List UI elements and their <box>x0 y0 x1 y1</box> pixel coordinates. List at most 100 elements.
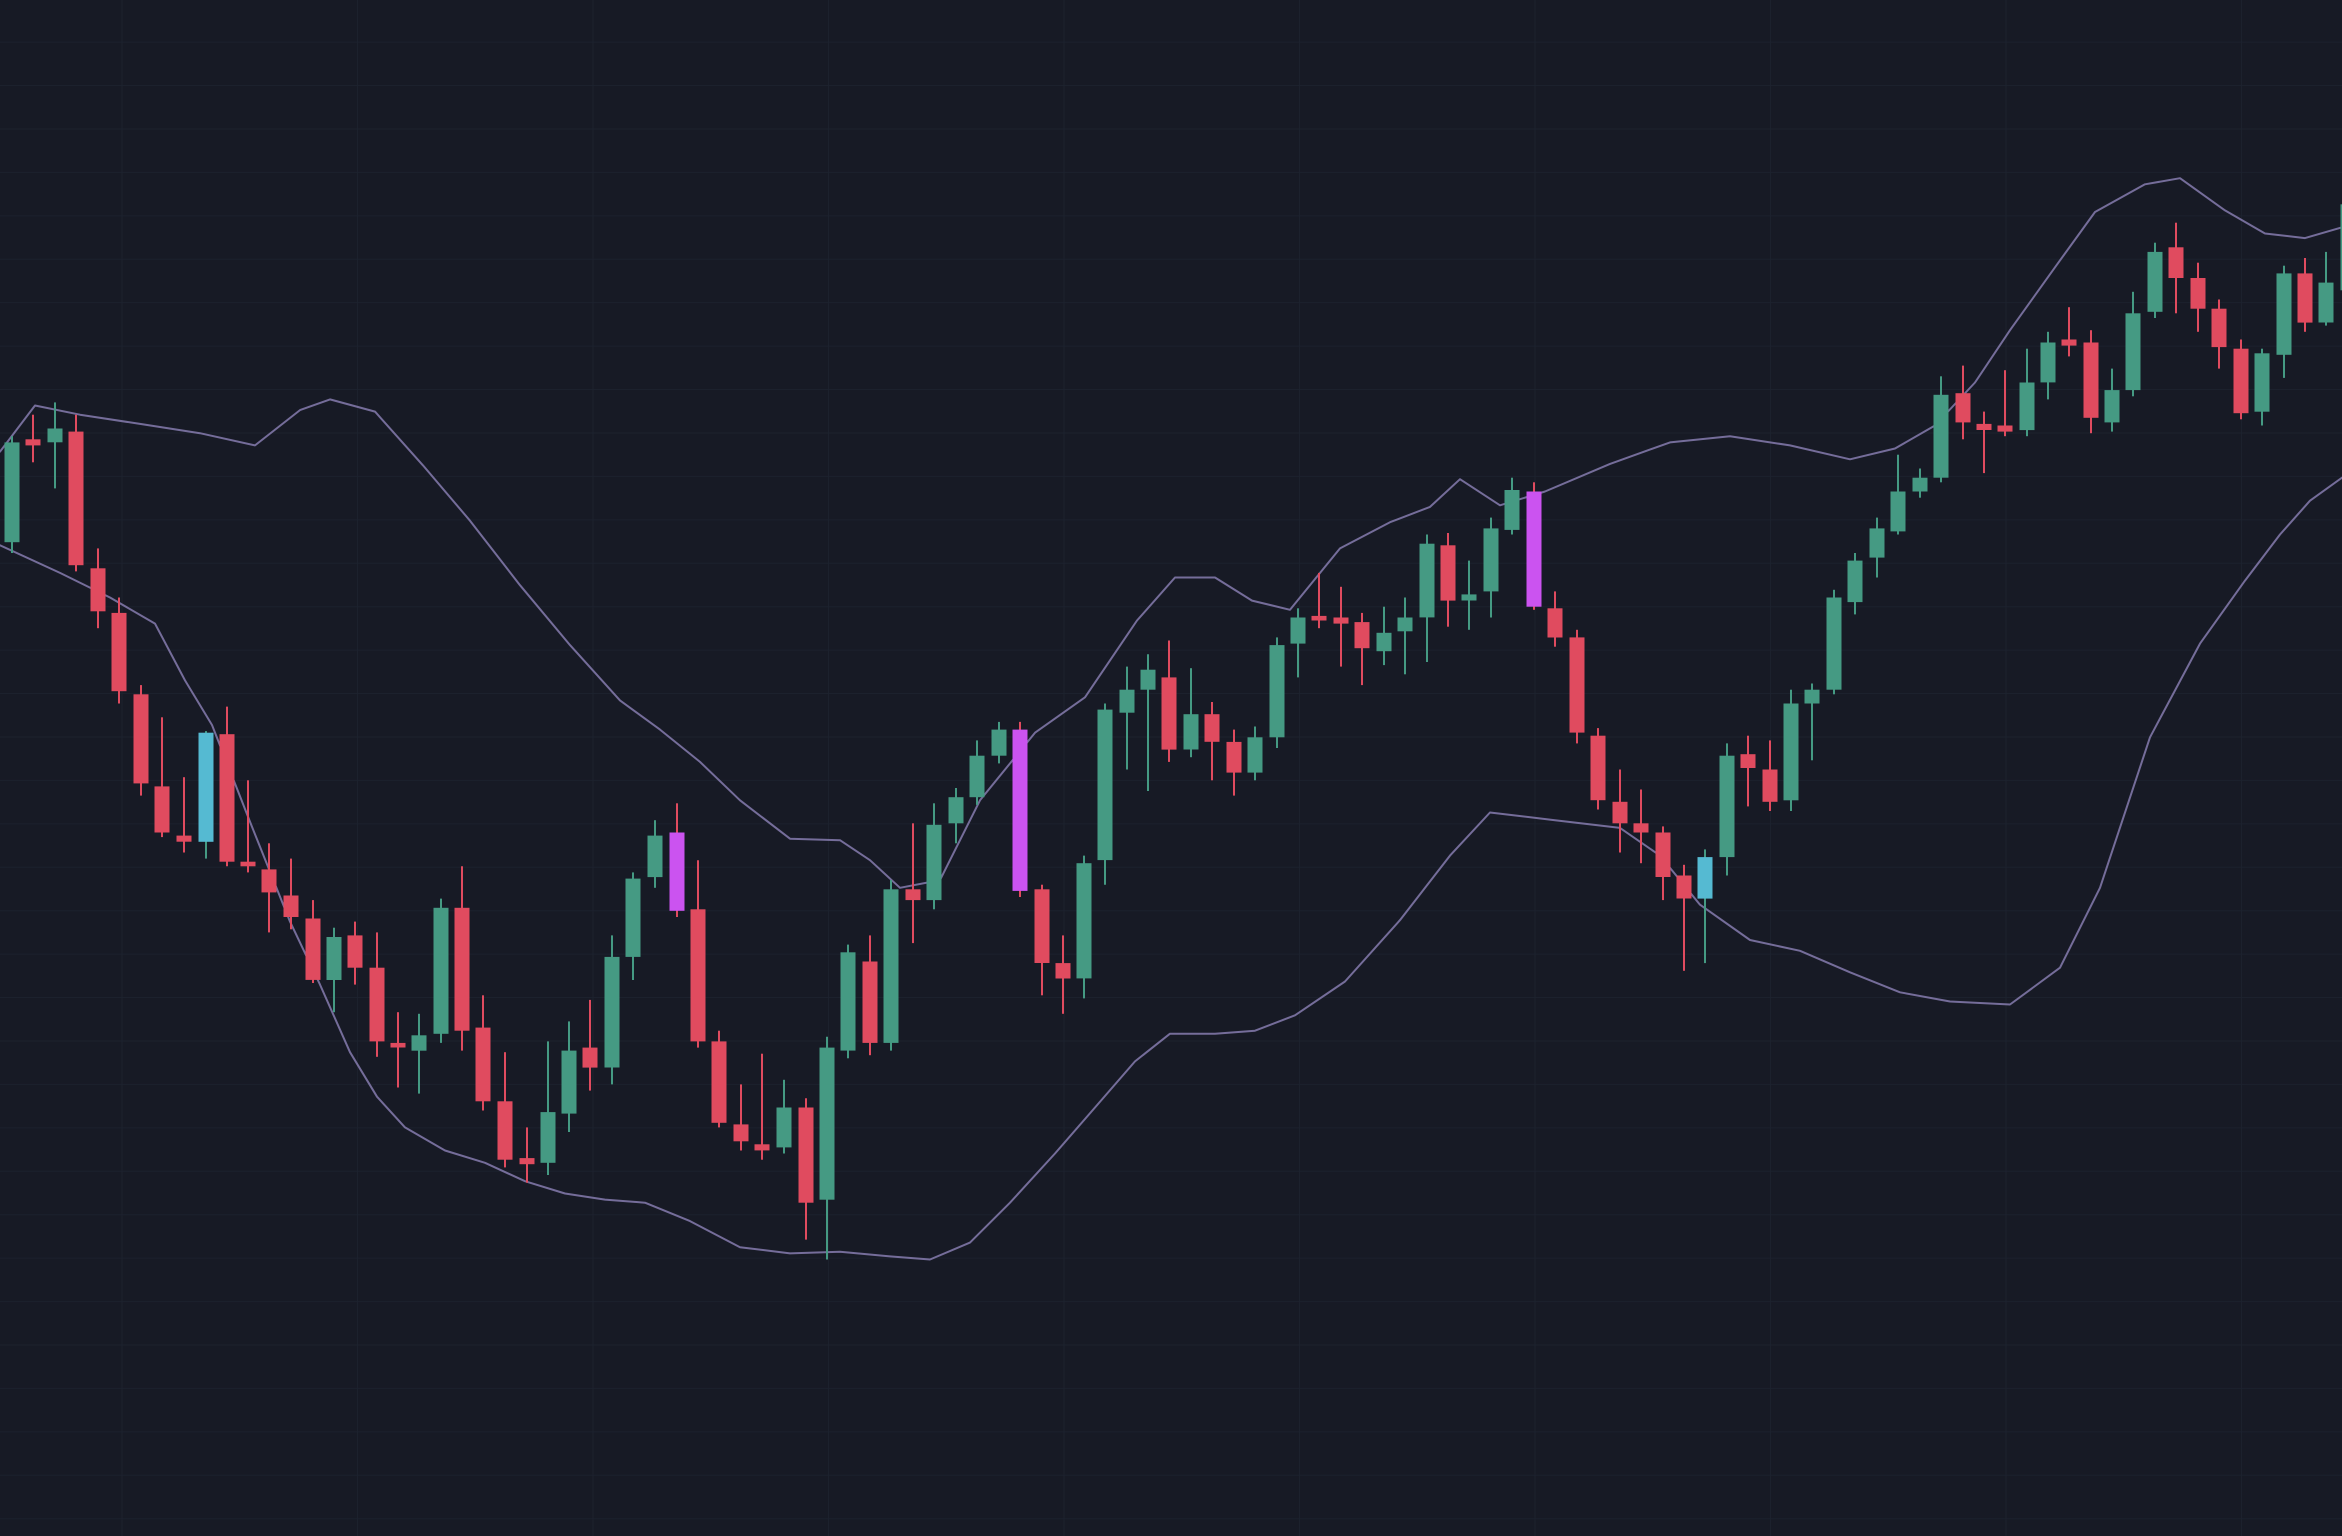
candle-up[interactable] <box>2340 195 2342 295</box>
candle-down[interactable] <box>582 999 598 1091</box>
candle-down[interactable] <box>2168 222 2184 314</box>
candle-up[interactable] <box>948 788 964 844</box>
candle-up[interactable] <box>1804 683 1820 761</box>
candle-up[interactable] <box>991 721 1007 764</box>
candle-down[interactable] <box>369 932 385 1057</box>
candle-down[interactable] <box>1655 826 1671 901</box>
candle-down[interactable] <box>1547 591 1563 647</box>
candle-up[interactable] <box>540 1041 556 1175</box>
candle-up[interactable] <box>561 1021 577 1132</box>
candle-down[interactable] <box>154 717 170 838</box>
candle-down[interactable] <box>1590 728 1606 810</box>
candle-signal_bull[interactable] <box>1697 849 1713 964</box>
candle-down[interactable] <box>2083 330 2099 434</box>
candle-down[interactable] <box>1161 640 1177 762</box>
candle-up[interactable] <box>1912 468 1928 498</box>
candle-down[interactable] <box>454 866 470 1051</box>
candle-down[interactable] <box>1676 864 1692 971</box>
candle-signal_bear[interactable] <box>1012 721 1028 897</box>
candle-down[interactable] <box>261 843 277 933</box>
candle-up[interactable] <box>819 1036 835 1260</box>
candle-up[interactable] <box>1269 637 1285 748</box>
candle-down[interactable] <box>305 900 321 983</box>
candle-up[interactable] <box>2276 265 2292 378</box>
candle-up[interactable] <box>1247 726 1263 781</box>
candle-up[interactable] <box>2104 368 2120 432</box>
candle-up[interactable] <box>1140 654 1156 791</box>
candle-up[interactable] <box>1119 666 1135 770</box>
candle-down[interactable] <box>1612 769 1628 853</box>
candle-up[interactable] <box>2040 331 2056 400</box>
candle-up[interactable] <box>1397 597 1413 675</box>
candle-up[interactable] <box>883 880 899 1051</box>
candle-up[interactable] <box>1783 689 1799 811</box>
candle-up[interactable] <box>1376 606 1392 666</box>
candle-down[interactable] <box>711 1030 727 1128</box>
candle-up[interactable] <box>1461 560 1477 630</box>
candle-up[interactable] <box>1719 743 1735 876</box>
candle-down[interactable] <box>2211 299 2227 369</box>
candle-up[interactable] <box>4 436 20 553</box>
candle-down[interactable] <box>240 780 256 873</box>
candle-down[interactable] <box>497 1052 513 1168</box>
candle-down[interactable] <box>1333 586 1349 667</box>
candle-down[interactable] <box>111 597 127 704</box>
candlestick-series[interactable] <box>4 195 2342 1260</box>
candle-down[interactable] <box>798 1098 814 1240</box>
candle-signal_bull[interactable] <box>198 731 214 859</box>
candle-down[interactable] <box>2061 307 2077 357</box>
candle-down[interactable] <box>1055 935 1071 1014</box>
candle-up[interactable] <box>1483 517 1499 618</box>
candle-down[interactable] <box>1311 572 1327 629</box>
candle-up[interactable] <box>2254 348 2270 426</box>
candle-up[interactable] <box>47 402 63 489</box>
candle-down[interactable] <box>690 860 706 1048</box>
candle-signal_bear[interactable] <box>669 803 685 917</box>
candle-down[interactable] <box>219 706 235 867</box>
candle-up[interactable] <box>1826 589 1842 695</box>
candle-down[interactable] <box>905 823 921 944</box>
candle-up[interactable] <box>647 820 663 888</box>
candle-up[interactable] <box>2147 242 2163 318</box>
candle-down[interactable] <box>2190 262 2206 332</box>
candle-up[interactable] <box>2318 251 2334 326</box>
candle-down[interactable] <box>25 414 41 463</box>
candle-down[interactable] <box>347 921 363 985</box>
candle-down[interactable] <box>1569 629 1585 744</box>
candle-up[interactable] <box>625 872 641 980</box>
candle-up[interactable] <box>1504 477 1520 535</box>
candle-down[interactable] <box>1226 729 1242 796</box>
candle-up[interactable] <box>969 740 985 805</box>
candle-down[interactable] <box>1633 789 1649 864</box>
candle-down[interactable] <box>519 1127 535 1183</box>
candle-up[interactable] <box>2019 348 2035 437</box>
candle-up[interactable] <box>2125 291 2141 397</box>
candle-down[interactable] <box>1740 735 1756 807</box>
candle-up[interactable] <box>411 1013 427 1094</box>
candle-up[interactable] <box>326 927 342 1013</box>
candle-up[interactable] <box>1847 553 1863 615</box>
candle-up[interactable] <box>1419 534 1435 663</box>
candle-up[interactable] <box>926 803 942 910</box>
candle-down[interactable] <box>283 858 299 930</box>
candle-down[interactable] <box>1204 702 1220 781</box>
candle-up[interactable] <box>433 898 449 1043</box>
candle-down[interactable] <box>90 548 106 629</box>
candle-down[interactable] <box>1354 612 1370 686</box>
candle-up[interactable] <box>1290 608 1306 678</box>
candle-down[interactable] <box>176 777 192 853</box>
candle-down[interactable] <box>1440 533 1456 627</box>
candle-signal_bear[interactable] <box>1526 482 1542 610</box>
candle-up[interactable] <box>1869 517 1885 578</box>
candle-down[interactable] <box>1955 365 1971 440</box>
candle-up[interactable] <box>1933 376 1949 483</box>
candle-down[interactable] <box>2233 339 2249 420</box>
candle-up[interactable] <box>1183 668 1199 758</box>
candle-up[interactable] <box>776 1079 792 1154</box>
candle-down[interactable] <box>862 935 878 1056</box>
candle-up[interactable] <box>1097 703 1113 885</box>
candle-down[interactable] <box>68 414 84 572</box>
candle-down[interactable] <box>733 1084 749 1151</box>
